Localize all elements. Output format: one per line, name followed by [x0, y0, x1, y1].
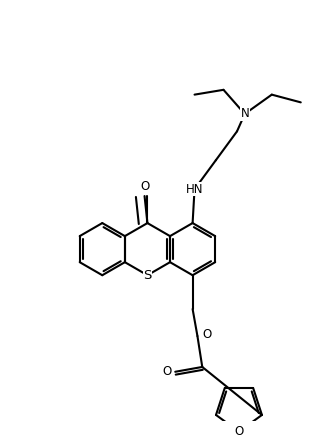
Text: O: O	[163, 365, 172, 378]
Text: N: N	[240, 107, 249, 120]
Text: HN: HN	[186, 183, 203, 196]
Text: O: O	[203, 327, 212, 341]
Text: S: S	[143, 269, 152, 282]
Text: O: O	[234, 425, 244, 436]
Text: O: O	[140, 180, 149, 193]
